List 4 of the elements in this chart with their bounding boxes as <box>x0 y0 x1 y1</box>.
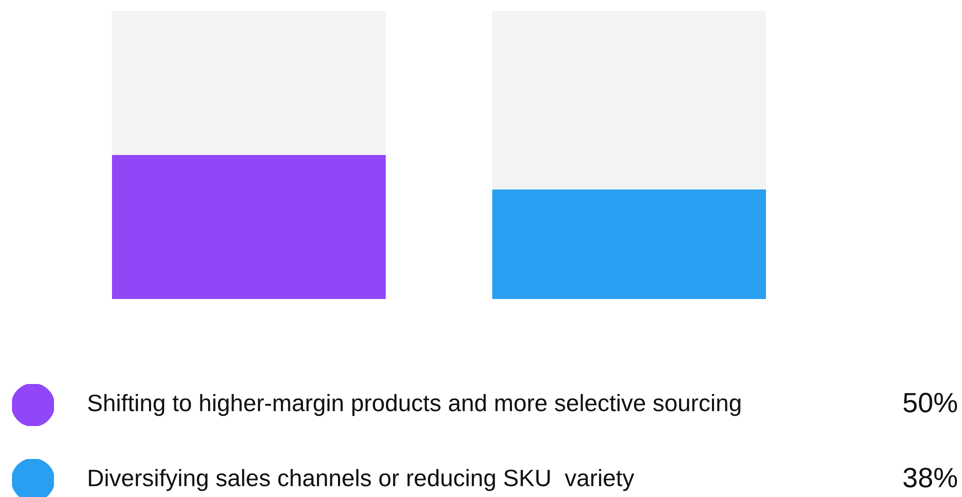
text: Diversifying sales channels or reducing SKU variety <box>88 468 634 492</box>
text: Shifting to higher-margin products and more selective sourcing <box>88 394 740 416</box>
text: 38% <box>903 468 958 488</box>
text: 50% <box>904 392 958 412</box>
